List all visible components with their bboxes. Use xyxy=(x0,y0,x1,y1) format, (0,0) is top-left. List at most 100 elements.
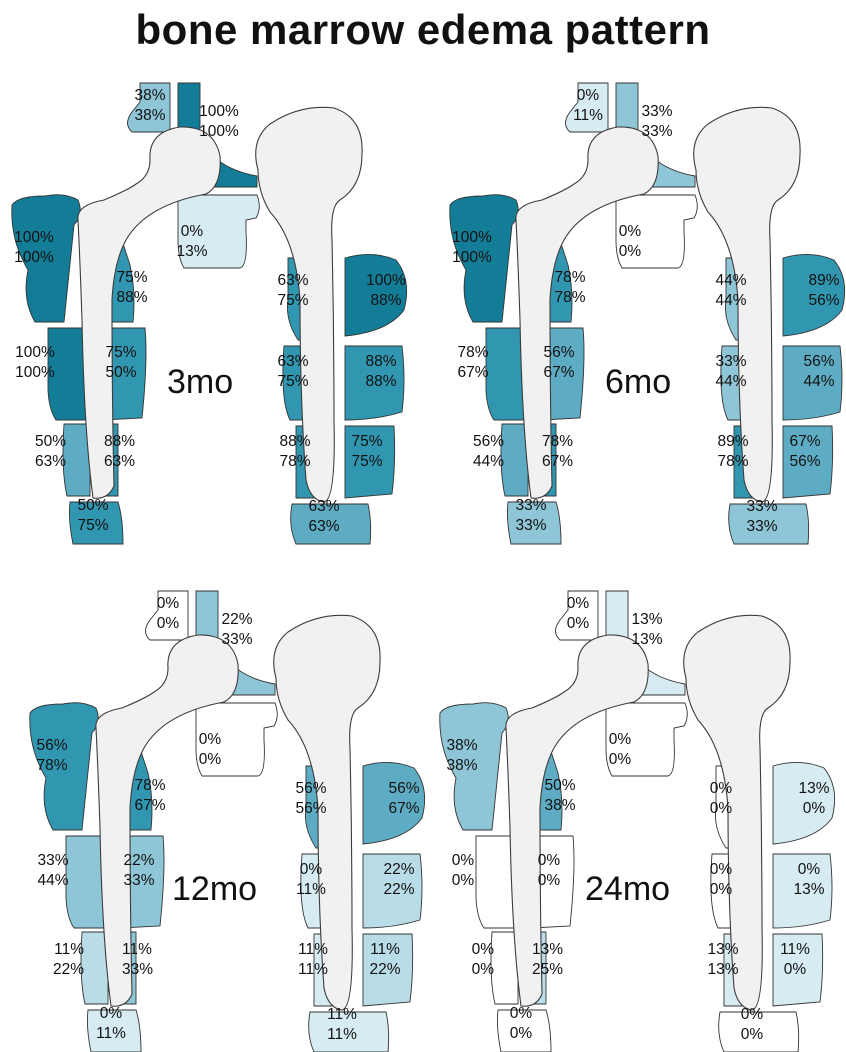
zone-r2 xyxy=(344,345,405,421)
zone-label-z1: 0% 0% xyxy=(157,595,180,632)
zone-label-z5: 50% 63% xyxy=(35,433,66,470)
zone-label-tip: 50% 75% xyxy=(77,497,108,534)
zone-label-z2: 0% 0% xyxy=(619,223,642,260)
zone-label-r2: 22% 22% xyxy=(383,861,414,898)
zone-label-tip: 33% 33% xyxy=(515,497,546,534)
zone-label-ltip: 63% 63% xyxy=(308,498,339,535)
zone-label-z8: 22% 33% xyxy=(221,611,252,648)
zone-label-l2: 33% 44% xyxy=(715,353,746,390)
zone-label-z8: 100% 100% xyxy=(199,103,239,140)
zone-label-r2: 88% 88% xyxy=(365,353,396,390)
zone-r1 xyxy=(344,254,408,337)
femur-ap-view xyxy=(505,634,649,1007)
zone-z6 xyxy=(65,835,109,929)
zone-label-r3: 11% 22% xyxy=(369,941,400,978)
zone-label-z2: 0% 0% xyxy=(199,731,222,768)
zone-r2 xyxy=(782,345,843,421)
femur-lateral-view xyxy=(255,106,363,503)
zone-label-l2: 63% 75% xyxy=(277,353,308,390)
zone-label-l3: 88% 78% xyxy=(279,433,310,470)
zone-z6 xyxy=(47,327,91,421)
zone-r3 xyxy=(782,425,834,499)
zone-label-z8: 33% 33% xyxy=(641,103,672,140)
zone-r1 xyxy=(362,762,426,845)
zone-label-l1: 63% 75% xyxy=(277,272,308,309)
zone-z6 xyxy=(475,835,519,929)
zone-r3 xyxy=(772,933,824,1007)
zone-z2 xyxy=(177,194,260,269)
zone-label-r1: 13% 0% xyxy=(798,780,829,817)
zone-ltip xyxy=(718,1011,800,1052)
zone-z2 xyxy=(195,702,278,777)
timepoint-label: 12mo xyxy=(172,870,257,908)
zone-z1 xyxy=(555,590,599,641)
figure-title: bone marrow edema pattern xyxy=(135,6,711,53)
zone-label-r2: 0% 13% xyxy=(793,861,824,898)
femur-lateral-view xyxy=(693,106,801,503)
zone-z5 xyxy=(62,423,91,497)
timepoint-label: 3mo xyxy=(167,363,233,401)
zone-label-z7: 100% 100% xyxy=(452,229,492,266)
zone-z5 xyxy=(500,423,529,497)
zone-ltip xyxy=(290,503,372,545)
zone-label-r2: 56% 44% xyxy=(803,353,834,390)
zone-label-z7: 100% 100% xyxy=(14,229,54,266)
zone-tip xyxy=(496,1009,552,1052)
zone-label-l1: 56% 56% xyxy=(295,780,326,817)
zone-label-z8: 13% 13% xyxy=(631,611,662,648)
zone-label-ltip: 33% 33% xyxy=(746,498,777,535)
zone-label-l3: 11% 11% xyxy=(298,941,328,978)
zone-label-z7: 38% 38% xyxy=(446,737,477,774)
zone-tip xyxy=(86,1009,142,1052)
zone-z2 xyxy=(605,702,688,777)
zone-label-z7: 56% 78% xyxy=(36,737,67,774)
zone-label-z3: 50% 38% xyxy=(544,777,575,814)
zone-label-z6: 0% 0% xyxy=(452,852,475,889)
zone-label-r1: 89% 56% xyxy=(808,272,839,309)
zone-label-r3: 67% 56% xyxy=(789,433,820,470)
zone-label-z4: 75% 50% xyxy=(105,344,136,381)
zone-label-z1: 0% 11% xyxy=(573,87,603,124)
zone-label-z6: 78% 67% xyxy=(457,344,488,381)
zone-z1 xyxy=(145,590,189,641)
zone-label-z5: 56% 44% xyxy=(473,433,504,470)
zone-r3 xyxy=(362,933,414,1007)
zone-label-l3: 13% 13% xyxy=(707,941,738,978)
zone-label-z5b: 88% 63% xyxy=(104,433,135,470)
zone-label-r3: 11% 0% xyxy=(780,941,810,978)
femur-ap-view xyxy=(515,126,659,499)
panel-12mo: 0% 0% 22% 33% 0% 0% 56% 78% 78% 67% 33% 44% 22% 33% 11… xyxy=(29,590,426,1052)
zone-label-r1: 56% 67% xyxy=(388,780,419,817)
timepoint-label: 24mo xyxy=(585,870,670,908)
zone-label-z2: 0% 0% xyxy=(609,731,632,768)
zone-label-tip: 0% 0% xyxy=(510,1005,533,1042)
zone-label-z3: 75% 88% xyxy=(116,269,147,306)
zone-label-ltip: 11% 11% xyxy=(327,1006,357,1043)
zone-tip xyxy=(68,501,124,545)
zone-label-z3: 78% 78% xyxy=(554,269,585,306)
zone-label-z5b: 78% 67% xyxy=(542,433,573,470)
zone-z6 xyxy=(485,327,529,421)
zone-label-z1: 38% 38% xyxy=(134,87,165,124)
panel-24mo: 0% 0% 13% 13% 0% 0% 38% 38% 50% 38% 0% 0% 0% 0% 0% 0% 13… xyxy=(439,590,836,1052)
zone-z1 xyxy=(565,82,609,133)
zone-label-ltip: 0% 0% xyxy=(741,1006,764,1043)
zone-tip xyxy=(506,501,562,545)
zone-label-z5: 11% 22% xyxy=(53,941,84,978)
zone-label-z6: 33% 44% xyxy=(37,852,68,889)
zone-label-l1: 0% 0% xyxy=(710,780,733,817)
zone-label-l2: 0% 0% xyxy=(710,861,733,898)
zone-label-z4: 56% 67% xyxy=(543,344,574,381)
zone-r1 xyxy=(772,762,836,845)
femur-ap-view xyxy=(95,634,239,1007)
femur-ap-view xyxy=(77,126,221,499)
zone-label-z4: 22% 33% xyxy=(123,852,154,889)
zone-r2 xyxy=(772,853,833,929)
zone-z5 xyxy=(80,931,109,1005)
zone-label-r1: 100% 88% xyxy=(366,272,406,309)
zone-label-z5: 0% 0% xyxy=(472,941,495,978)
zone-ltip xyxy=(728,503,810,545)
zone-label-z5b: 11% 33% xyxy=(122,941,153,978)
zone-label-z3: 78% 67% xyxy=(134,777,165,814)
zone-r2 xyxy=(362,853,423,929)
